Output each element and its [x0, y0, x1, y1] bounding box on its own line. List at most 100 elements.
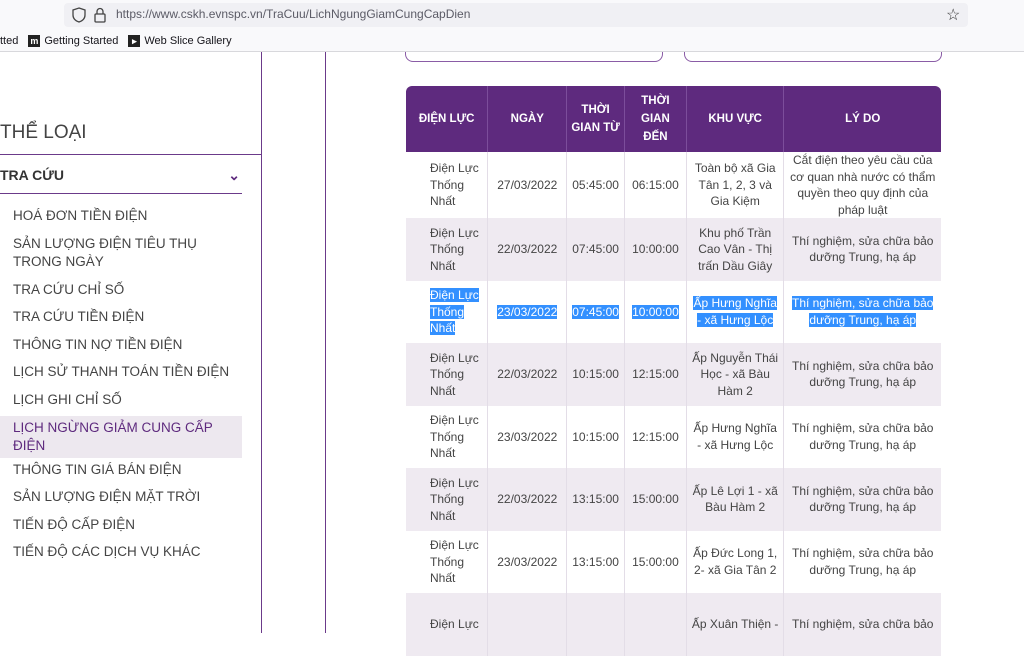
bookmark-item[interactable]: m Getting Started: [28, 35, 118, 47]
cell-text: Điện Lực Thống Nhất: [430, 350, 479, 398]
cell-dien-luc: Điện Lực Thống Nhất: [406, 530, 489, 593]
cell-den: 12:15:00: [624, 343, 687, 406]
cell-text: 07:45:00: [572, 242, 619, 256]
column-header: THỜI GIAN TỪ: [566, 86, 625, 152]
cell-text: Cắt điện theo yêu cầu của cơ quan nhà nư…: [790, 153, 936, 217]
cell-dien-luc: Điện Lực Thống Nhất: [406, 218, 489, 281]
cell-tu: 10:15:00: [566, 405, 625, 468]
table-row: Điện Lực Thống Nhất 23/03/2022 13:15:00 …: [406, 530, 941, 594]
cell-text: 23/03/2022: [497, 554, 558, 569]
cell-ngay: 27/03/2022: [487, 152, 568, 218]
cell-ngay: 22/03/2022: [487, 468, 568, 531]
url-text[interactable]: https://www.cskh.evnspc.vn/TraCuu/LichNg…: [116, 7, 471, 21]
sidebar-item-tien-do-cap-dien[interactable]: TIẾN ĐỘ CẤP ĐIỆN: [13, 516, 136, 532]
table-row: Điện Lực Thống Nhất 22/03/2022 13:15:00 …: [406, 468, 941, 531]
table-row: Điện Lực Ấp Xuân Thiện - Thí nghiệm, sửa…: [406, 593, 941, 656]
address-bar[interactable]: https://www.cskh.evnspc.vn/TraCuu/LichNg…: [64, 3, 968, 27]
bookmark-label: Getting Started: [44, 35, 119, 47]
table-row: Điện Lực Thống Nhất 23/03/2022 10:15:00 …: [406, 405, 941, 469]
cell-text: Ấp Nguyễn Thái Học - xã Bàu Hàm 2: [692, 350, 779, 398]
cell-text: Ấp Hưng Nghĩa - xã Hưng Lộc: [693, 421, 777, 452]
sidebar-item-tra-cuu-chi-so[interactable]: TRA CỨU CHỈ SỐ: [13, 281, 125, 297]
cell-ly-do: Thí nghiệm, sửa chữa bảo dưỡng Trung, hạ…: [784, 406, 941, 469]
cell-den: 15:00:00: [624, 468, 687, 531]
sidebar-item-gia-ban-dien[interactable]: THÔNG TIN GIÁ BÁN ĐIỆN: [13, 461, 182, 477]
sidebar-item-tra-cuu-tien-dien[interactable]: TRA CỨU TIỀN ĐIỆN: [13, 309, 145, 325]
cell-ngay: [487, 593, 568, 656]
table-header-row: ĐIỆN LỰC NGÀY THỜI GIAN TỪ THỜI GIAN ĐẾN…: [406, 86, 941, 152]
bookmark-item[interactable]: ▸ Web Slice Gallery: [128, 35, 232, 47]
sidebar-item-lich-ghi-chi-so[interactable]: LỊCH GHI CHỈ SỐ: [13, 391, 122, 407]
sidebar-menu: HOÁ ĐƠN TIỀN ĐIỆN SẢN LƯỢNG ĐIỆN TIÊU TH…: [0, 204, 242, 568]
column-header: ĐIỆN LỰC: [406, 86, 489, 152]
bookmark-label: Web Slice Gallery: [144, 35, 232, 47]
cell-ly-do: Thí nghiệm, sửa chữa bảo dưỡng Trung, hạ…: [784, 531, 941, 594]
cell-dien-luc: Điện Lực: [406, 593, 489, 656]
cell-text: 10:15:00: [572, 429, 619, 444]
cell-text: Ấp Lê Lợi 1 - xã Bàu Hàm 2: [692, 483, 778, 515]
cell-text: 10:15:00: [572, 367, 619, 381]
cell-ngay: 23/03/2022: [487, 530, 568, 593]
cell-text: Khu phố Trần Cao Vân - Thị trấn Dầu Giây: [698, 225, 773, 273]
sidebar-group-label: TRA CỨU: [0, 167, 64, 183]
cell-ly-do: Thí nghiệm, sửa chữa bảo dưỡng Trung, hạ…: [784, 281, 941, 344]
cell-text: Ấp Đức Long 1, 2- xã Gia Tân 2: [693, 546, 778, 577]
firefox-m-icon: m: [28, 35, 41, 47]
cell-tu: 10:15:00: [566, 343, 625, 406]
cell-tu: 05:45:00: [566, 152, 625, 218]
outage-schedule-table: ĐIỆN LỰC NGÀY THỜI GIAN TỪ THỜI GIAN ĐẾN…: [406, 86, 941, 656]
cell-khu-vuc: Ấp Nguyễn Thái Học - xã Bàu Hàm 2: [686, 343, 785, 406]
bookmark-star-icon[interactable]: ☆: [946, 7, 961, 24]
lock-icon[interactable]: [94, 7, 106, 23]
cell-dien-luc: Điện Lực Thống Nhất: [406, 468, 489, 531]
cell-tu: 13:15:00: [566, 530, 625, 593]
sidebar-item-thong-tin-no[interactable]: THÔNG TIN NỢ TIỀN ĐIỆN: [13, 336, 183, 352]
cell-ngay: 22/03/2022: [487, 218, 568, 281]
cell-den: 06:15:00: [624, 152, 687, 218]
cell-text: 10:00:00: [632, 304, 679, 319]
cell-khu-vuc: Ấp Lê Lợi 1 - xã Bàu Hàm 2: [686, 468, 785, 531]
cell-text: Thí nghiệm, sửa chữa bảo dưỡng Trung, hạ…: [791, 358, 934, 390]
cell-text: Điện Lực Thống Nhất: [430, 225, 479, 273]
column-header: THỜI GIAN ĐẾN: [624, 86, 687, 152]
cell-dien-luc: Điện Lực Thống Nhất: [406, 152, 489, 218]
sidebar-item-san-luong-tieu-thu[interactable]: SẢN LƯỢNG ĐIỆN TIÊU THỤ TRONG NGÀY: [13, 235, 197, 269]
cell-text: Thí nghiệm, sửa chữa bảo dưỡng Trung, hạ…: [791, 296, 934, 327]
cell-text: 12:15:00: [632, 429, 679, 444]
cell-text: Thí nghiệm, sửa chữa bảo dưỡng Trung, hạ…: [791, 233, 934, 265]
column-header: NGÀY: [487, 86, 568, 152]
cell-text: Điện Lực Thống Nhất: [430, 475, 479, 523]
cell-text: 22/03/2022: [497, 242, 558, 256]
cell-khu-vuc: Ấp Đức Long 1, 2- xã Gia Tân 2: [686, 530, 785, 593]
filter-select-1[interactable]: [405, 52, 663, 62]
sidebar-item-lich-ngung-giam[interactable]: LỊCH NGỪNG GIẢM CUNG CẤP ĐIỆN: [0, 415, 242, 458]
cell-text: Điện Lực Thống Nhất: [430, 413, 479, 460]
cell-text: 13:15:00: [572, 554, 619, 569]
cell-text: 22/03/2022: [497, 492, 558, 506]
cell-text: 12:15:00: [632, 367, 679, 381]
cell-text: Điện Lực Thống Nhất: [430, 288, 479, 335]
cell-text: 22/03/2022: [497, 367, 558, 381]
cell-den: 10:00:00: [624, 280, 687, 343]
cell-dien-luc: Điện Lực Thống Nhất: [406, 343, 489, 406]
table-row: Điện Lực Thống Nhất 22/03/2022 10:15:00 …: [406, 343, 941, 406]
bookmarks-bar: tted m Getting Started ▸ Web Slice Gallery: [0, 31, 242, 51]
chevron-down-icon[interactable]: ⌄: [228, 167, 240, 183]
cell-khu-vuc: Toàn bộ xã Gia Tân 1, 2, 3 và Gia Kiệm: [686, 152, 785, 218]
cell-text: Điện Lực Thống Nhất: [430, 538, 479, 585]
cell-text: 27/03/2022: [497, 177, 558, 192]
cell-dien-luc: Điện Lực Thống Nhất: [406, 280, 489, 343]
sidebar: THỂ LOẠI TRA CỨU ⌄ HOÁ ĐƠN TIỀN ĐIỆN SẢN…: [0, 52, 262, 633]
sidebar-item-dien-mat-troi[interactable]: SẢN LƯỢNG ĐIỆN MẶT TRỜI: [13, 489, 201, 505]
shield-icon[interactable]: [72, 7, 86, 23]
sidebar-group-tra-cuu[interactable]: TRA CỨU ⌄: [0, 160, 242, 194]
bookmark-item[interactable]: tted: [0, 35, 18, 47]
cell-text: 06:15:00: [632, 177, 679, 192]
sidebar-item-hoa-don[interactable]: HOÁ ĐƠN TIỀN ĐIỆN: [13, 208, 148, 223]
cell-ngay: 23/03/2022: [487, 280, 568, 343]
sidebar-item-tien-do-dich-vu[interactable]: TIẾN ĐỘ CÁC DỊCH VỤ KHÁC: [13, 544, 201, 560]
cell-dien-luc: Điện Lực Thống Nhất: [406, 405, 489, 468]
cell-tu: 13:15:00: [566, 468, 625, 531]
sidebar-item-lich-su-thanh-toan[interactable]: LỊCH SỬ THANH TOÁN TIỀN ĐIỆN: [13, 364, 230, 380]
filter-select-2[interactable]: [684, 52, 942, 62]
